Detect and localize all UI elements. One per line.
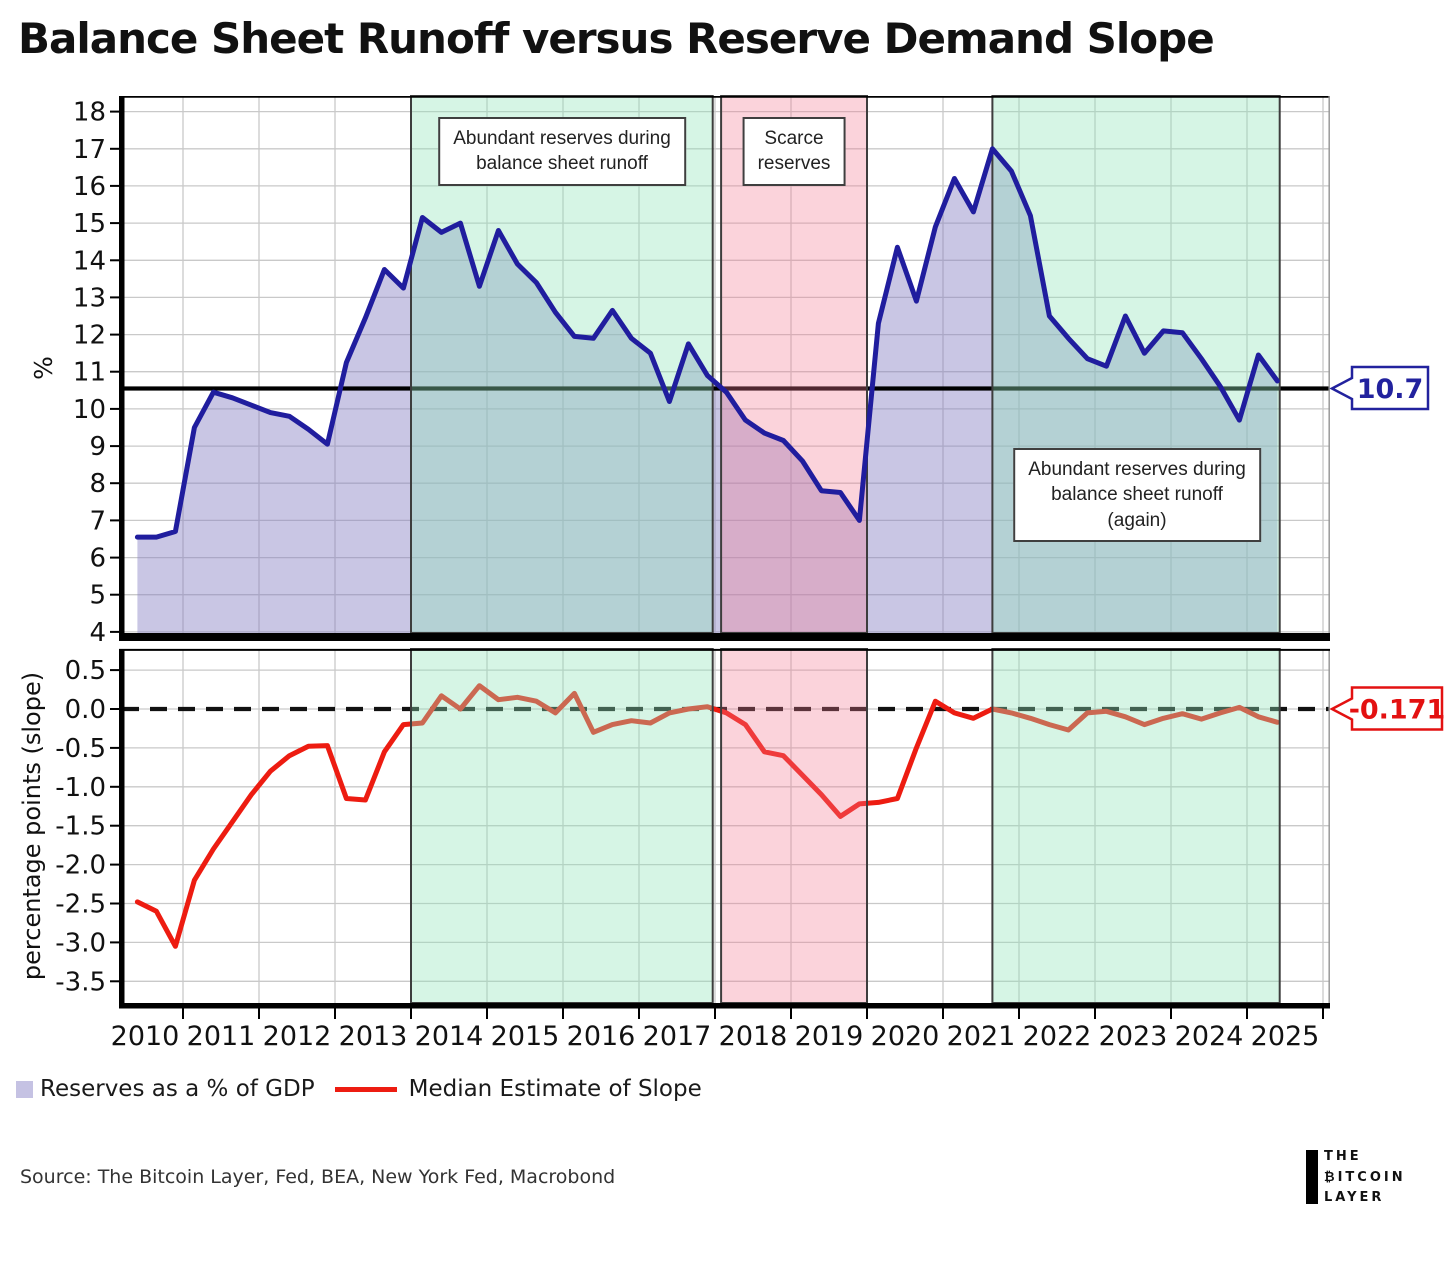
legend-item-reserves: Reserves as a % of GDP (16, 1076, 315, 1102)
top-panel-y-axis (119, 96, 125, 641)
y-tick-label: 17 (73, 135, 106, 165)
y-tick-label: 14 (73, 246, 106, 276)
y-tick-label: -3.0 (55, 928, 106, 958)
slope-line (134, 683, 1280, 949)
x-tick-label: 2014 (415, 1021, 484, 1052)
y-tick-label: 6 (89, 544, 106, 574)
y-tick-label: 11 (73, 358, 106, 388)
y-tick-label: 9 (89, 432, 106, 462)
reference-line-top (122, 386, 1330, 391)
region-green-2-top (991, 95, 1281, 634)
x-tick-label: 2013 (339, 1021, 408, 1052)
slope-swatch-icon (334, 1086, 397, 1092)
bottom-x-axis (119, 1003, 1330, 1009)
x-tick-label: 2017 (643, 1021, 712, 1052)
panel-divider-axis (119, 633, 1330, 641)
x-tick-label: 2021 (947, 1021, 1016, 1052)
reserves-line (134, 146, 1280, 540)
x-tick-label: 2024 (1175, 1021, 1244, 1052)
legend-label-slope: Median Estimate of Slope (408, 1076, 702, 1102)
page-title: Balance Sheet Runoff versus Reserve Dema… (18, 14, 1215, 63)
x-tick-label: 2022 (1023, 1021, 1092, 1052)
y-tick-label: 7 (89, 506, 106, 536)
x-tick-label: 2025 (1251, 1021, 1320, 1052)
legend-label-reserves: Reserves as a % of GDP (40, 1076, 315, 1102)
y-tick-label: 8 (89, 469, 106, 499)
x-tick-label: 2019 (795, 1021, 864, 1052)
region-pink-1-bottom (720, 648, 868, 1004)
axis-ticks (110, 110, 1324, 1019)
y-tick-label: 4 (89, 618, 106, 648)
y-tick-label: 10 (73, 395, 106, 425)
annotation-abundant-runoff: Abundant reserves during balance sheet r… (438, 117, 686, 186)
source-attribution: Source: The Bitcoin Layer, Fed, BEA, New… (20, 1166, 616, 1188)
tick-labels: 18 17 16 15 14 13 12 11 10 9 8 7 6 5 4 0.5 0.0 -0.5 -1.0 -1… (55, 98, 1319, 1052)
bottom-y-axis-label: percentage points (slope) (18, 672, 46, 980)
y-tick-label: -1.0 (55, 773, 106, 803)
y-tick-label: 0.5 (65, 656, 106, 686)
y-tick-label: -1.5 (55, 812, 106, 842)
legend-item-slope: Median Estimate of Slope (315, 1076, 702, 1102)
y-tick-label: 0.0 (65, 695, 106, 725)
x-tick-label: 2011 (187, 1021, 256, 1052)
x-tick-label: 2012 (263, 1021, 332, 1052)
y-tick-label: 18 (73, 98, 106, 128)
y-tick-label: 12 (73, 321, 106, 351)
x-tick-label: 2015 (491, 1021, 560, 1052)
y-tick-label: -2.5 (55, 890, 106, 920)
callout-top-value: 10.7 (1357, 374, 1424, 405)
y-tick-label: -0.5 (55, 734, 106, 764)
logo-line-2: ₿ITCOIN (1324, 1169, 1406, 1185)
x-tick-label: 2018 (719, 1021, 788, 1052)
x-tick-label: 2020 (871, 1021, 940, 1052)
y-tick-label: 13 (73, 283, 106, 313)
y-tick-label: -3.5 (55, 967, 106, 997)
callout-bottom-box (1329, 686, 1444, 731)
logo-line-3: LAYER (1324, 1190, 1385, 1205)
y-tick-label: 5 (89, 581, 106, 611)
bitcoin-layer-logo: THE ₿ITCOIN LAYER (1306, 1150, 1406, 1204)
bottom-panel-y-axis (119, 649, 125, 1008)
callout-bottom-value: -0.171 (1349, 695, 1446, 726)
reserves-swatch-icon (16, 1080, 33, 1098)
x-tick-label: 2010 (111, 1021, 180, 1052)
x-tick-label: 2016 (567, 1021, 636, 1052)
logo-bar-icon (1306, 1150, 1318, 1204)
panel-frames (119, 96, 1330, 1009)
region-green-1-bottom (410, 648, 714, 1004)
callout-top-box (1329, 365, 1430, 411)
annotation-abundant-again: Abundant reserves during balance sheet r… (1013, 448, 1261, 543)
region-green-2-bottom (991, 648, 1281, 1004)
y-tick-label: -2.0 (55, 851, 106, 881)
y-tick-label: 15 (73, 209, 106, 239)
legend: Reserves as a % of GDP Median Estimate o… (16, 1076, 702, 1102)
annotation-scarce-reserves: Scarce reserves (742, 117, 846, 186)
y-tick-label: 16 (73, 172, 106, 202)
x-tick-label: 2023 (1099, 1021, 1168, 1052)
top-y-axis-label: % (29, 356, 58, 380)
logo-line-1: THE (1324, 1149, 1362, 1164)
